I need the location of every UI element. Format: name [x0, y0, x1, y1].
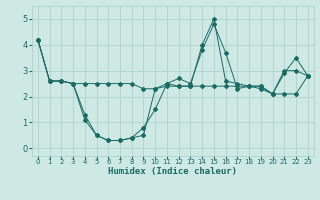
X-axis label: Humidex (Indice chaleur): Humidex (Indice chaleur)	[108, 167, 237, 176]
